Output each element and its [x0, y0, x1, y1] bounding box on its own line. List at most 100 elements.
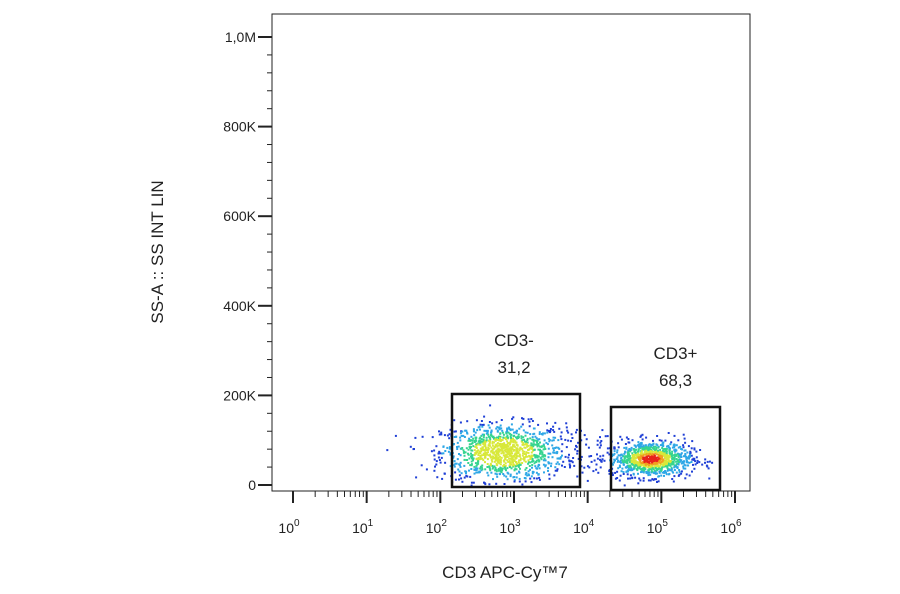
event-dot [505, 475, 508, 478]
event-dot [510, 446, 513, 449]
event-dot [523, 443, 526, 446]
event-dot [699, 449, 702, 451]
x-tick-label: 102 [426, 518, 448, 536]
event-dot [627, 451, 630, 454]
event-dot [643, 460, 646, 463]
event-dot [482, 454, 485, 456]
event-dot [551, 439, 554, 442]
event-dot [673, 434, 676, 437]
event-dot [532, 471, 535, 474]
event-dot [518, 470, 520, 473]
event-dot [544, 465, 547, 468]
event-dot [657, 446, 660, 449]
event-dot [535, 467, 538, 470]
event-dot [660, 461, 663, 463]
event-dot [523, 446, 526, 449]
event-dot [524, 446, 527, 449]
event-dot [471, 449, 474, 452]
event-dot [491, 440, 494, 443]
event-dot [502, 447, 505, 449]
event-dot [558, 427, 561, 430]
event-dot [488, 467, 491, 470]
event-dot [569, 466, 571, 469]
event-dot [604, 435, 607, 438]
event-dot [631, 476, 634, 479]
event-dot [639, 453, 642, 456]
event-dot [493, 460, 496, 463]
event-dot [477, 454, 480, 457]
event-dot [474, 462, 477, 465]
event-dot [509, 461, 512, 464]
event-dot [506, 471, 509, 474]
event-dot [671, 454, 674, 457]
event-dot [467, 453, 470, 456]
event-dot [571, 461, 574, 464]
event-dot [580, 455, 583, 458]
gate-cd3-negative [450, 392, 582, 489]
event-dot [485, 432, 488, 435]
event-dot [646, 460, 649, 463]
event-dot [483, 441, 486, 444]
event-dot [590, 455, 593, 457]
event-dot [520, 447, 522, 450]
event-dot [484, 449, 487, 451]
event-dot [507, 442, 510, 444]
event-dot [503, 464, 506, 467]
event-dot [518, 459, 521, 462]
event-dot [462, 451, 465, 454]
event-dot [659, 451, 662, 453]
event-dot [675, 464, 678, 467]
event-dot [453, 465, 456, 468]
event-dot [490, 458, 493, 461]
event-dot [453, 436, 456, 438]
event-dot [654, 467, 657, 469]
event-dot [527, 462, 530, 465]
event-dot [456, 446, 458, 448]
event-dot [673, 456, 676, 459]
event-dot [459, 432, 462, 435]
event-dot [487, 474, 490, 477]
event-dot [434, 465, 436, 468]
event-dot [557, 446, 560, 449]
event-dot [515, 461, 517, 463]
event-dot [500, 438, 503, 441]
event-dot [494, 439, 497, 442]
event-dot [676, 460, 679, 463]
event-dot [539, 445, 542, 448]
x-tick-label: 103 [499, 518, 521, 536]
event-dot [576, 452, 579, 455]
event-dot [628, 441, 631, 444]
event-dot [657, 449, 659, 452]
event-dot [561, 464, 563, 467]
event-dot [567, 456, 570, 459]
event-dot [640, 457, 643, 459]
event-dot [467, 448, 470, 451]
event-dot [470, 460, 473, 463]
event-dot [542, 459, 545, 462]
event-dot [559, 456, 562, 459]
event-dot [482, 423, 485, 426]
event-dot [669, 460, 672, 462]
event-dot [537, 465, 540, 468]
event-dot [534, 465, 537, 468]
event-dot [684, 449, 687, 452]
event-dot [677, 439, 680, 442]
event-dot [675, 471, 678, 474]
event-dot [466, 431, 468, 434]
event-dot [482, 439, 485, 442]
event-dot [599, 466, 602, 469]
event-dot [687, 455, 690, 458]
event-dot [531, 420, 534, 422]
event-dot [528, 425, 531, 428]
event-dot [515, 472, 518, 475]
event-dot [530, 442, 533, 445]
event-dot [506, 450, 509, 453]
event-dot [502, 465, 505, 467]
event-dot [659, 464, 662, 467]
event-dot [663, 460, 666, 463]
event-dot [660, 457, 663, 460]
event-dot [571, 437, 574, 439]
event-dot [692, 457, 695, 460]
event-dot [487, 439, 490, 442]
event-dot [498, 459, 501, 462]
